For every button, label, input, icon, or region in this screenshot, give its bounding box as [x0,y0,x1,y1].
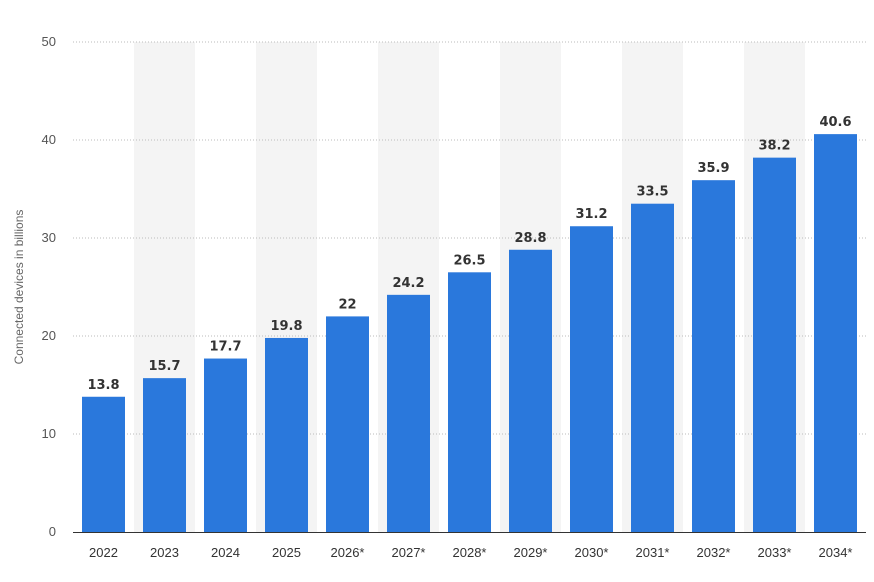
bar[interactable] [692,180,735,532]
bar[interactable] [204,358,247,532]
bar[interactable] [387,294,430,532]
x-tick-label: 2028* [453,545,487,560]
x-tick-label: 2026* [331,545,365,560]
y-tick-label: 0 [49,524,56,539]
x-tick-label: 2033* [758,545,792,560]
data-label: 31.2 [575,207,607,222]
data-label: 26.5 [453,253,485,268]
y-tick-label: 20 [42,328,56,343]
data-label: 15.7 [148,359,180,374]
x-axis: 2022 2023 2024 2025 2026* 2027* 2028* 2029* 2030… [89,545,852,560]
data-labels: 13.8 15.7 17.7 19.8 22 24.2 26.5 28.8 31.2 33.5 35… [87,115,851,393]
bar[interactable] [814,134,857,532]
data-label: 33.5 [636,185,668,200]
data-label: 35.9 [697,161,729,176]
x-tick-label: 2025 [272,545,301,560]
data-label: 28.8 [514,231,546,246]
x-tick-label: 2031* [636,545,670,560]
x-tick-label: 2030* [575,545,609,560]
y-tick-label: 40 [42,132,56,147]
x-tick-label: 2034* [819,545,853,560]
data-label: 13.8 [87,378,119,393]
data-label: 22 [338,297,356,312]
x-tick-label: 2022 [89,545,118,560]
data-label: 19.8 [270,319,302,334]
y-tick-label: 50 [42,34,56,49]
x-tick-label: 2029* [514,545,548,560]
data-label: 24.2 [392,276,424,291]
y-tick-label: 10 [42,426,56,441]
data-label: 38.2 [758,139,790,154]
bar-series [82,134,857,533]
y-axis-title: Connected devices in billions [12,210,26,365]
bar[interactable] [631,203,674,532]
bar[interactable] [82,396,125,532]
bar[interactable] [143,378,186,532]
data-label: 40.6 [819,115,851,130]
y-axis: 0 10 20 30 40 50 [42,34,56,539]
x-tick-label: 2024 [211,545,240,560]
x-tick-label: 2023 [150,545,179,560]
x-tick-label: 2027* [392,545,426,560]
bar[interactable] [570,226,613,533]
bar[interactable] [326,316,369,532]
x-tick-label: 2032* [697,545,731,560]
bar[interactable] [753,157,796,532]
bar[interactable] [265,337,308,532]
y-tick-label: 30 [42,230,56,245]
data-label: 17.7 [209,340,241,355]
bar[interactable] [509,249,552,532]
bar[interactable] [448,272,491,532]
